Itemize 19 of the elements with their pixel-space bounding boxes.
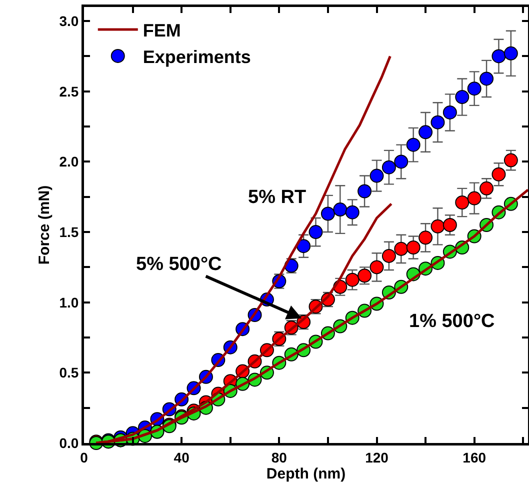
- y-tick-label: 0.0: [59, 434, 79, 451]
- y-tick-label: 3.0: [59, 12, 79, 29]
- x-tick-label: 160: [462, 449, 486, 466]
- y-tick-label: 1.5: [59, 224, 79, 240]
- x-tick-label: 40: [174, 449, 190, 466]
- y-axis-title: Force (mN): [36, 185, 54, 265]
- x-axis-title: Depth (nm): [266, 465, 346, 482]
- x-tick-label: 80: [271, 449, 288, 466]
- annotation: 1% 500°C: [409, 311, 496, 332]
- legend-label: FEM: [142, 20, 181, 41]
- y-tick-label: 1.0: [59, 294, 79, 310]
- legend-label: Experiments: [142, 46, 251, 67]
- y-tick-label: 2.5: [59, 83, 79, 100]
- y-tick-label: 2.0: [59, 154, 79, 170]
- x-tick-label: 120: [365, 449, 389, 466]
- y-tick-label: 0.5: [59, 364, 79, 381]
- x-tick-label: 0: [80, 449, 88, 466]
- annotation: 5% 500°C: [136, 254, 222, 275]
- annotation: 5% RT: [248, 187, 306, 208]
